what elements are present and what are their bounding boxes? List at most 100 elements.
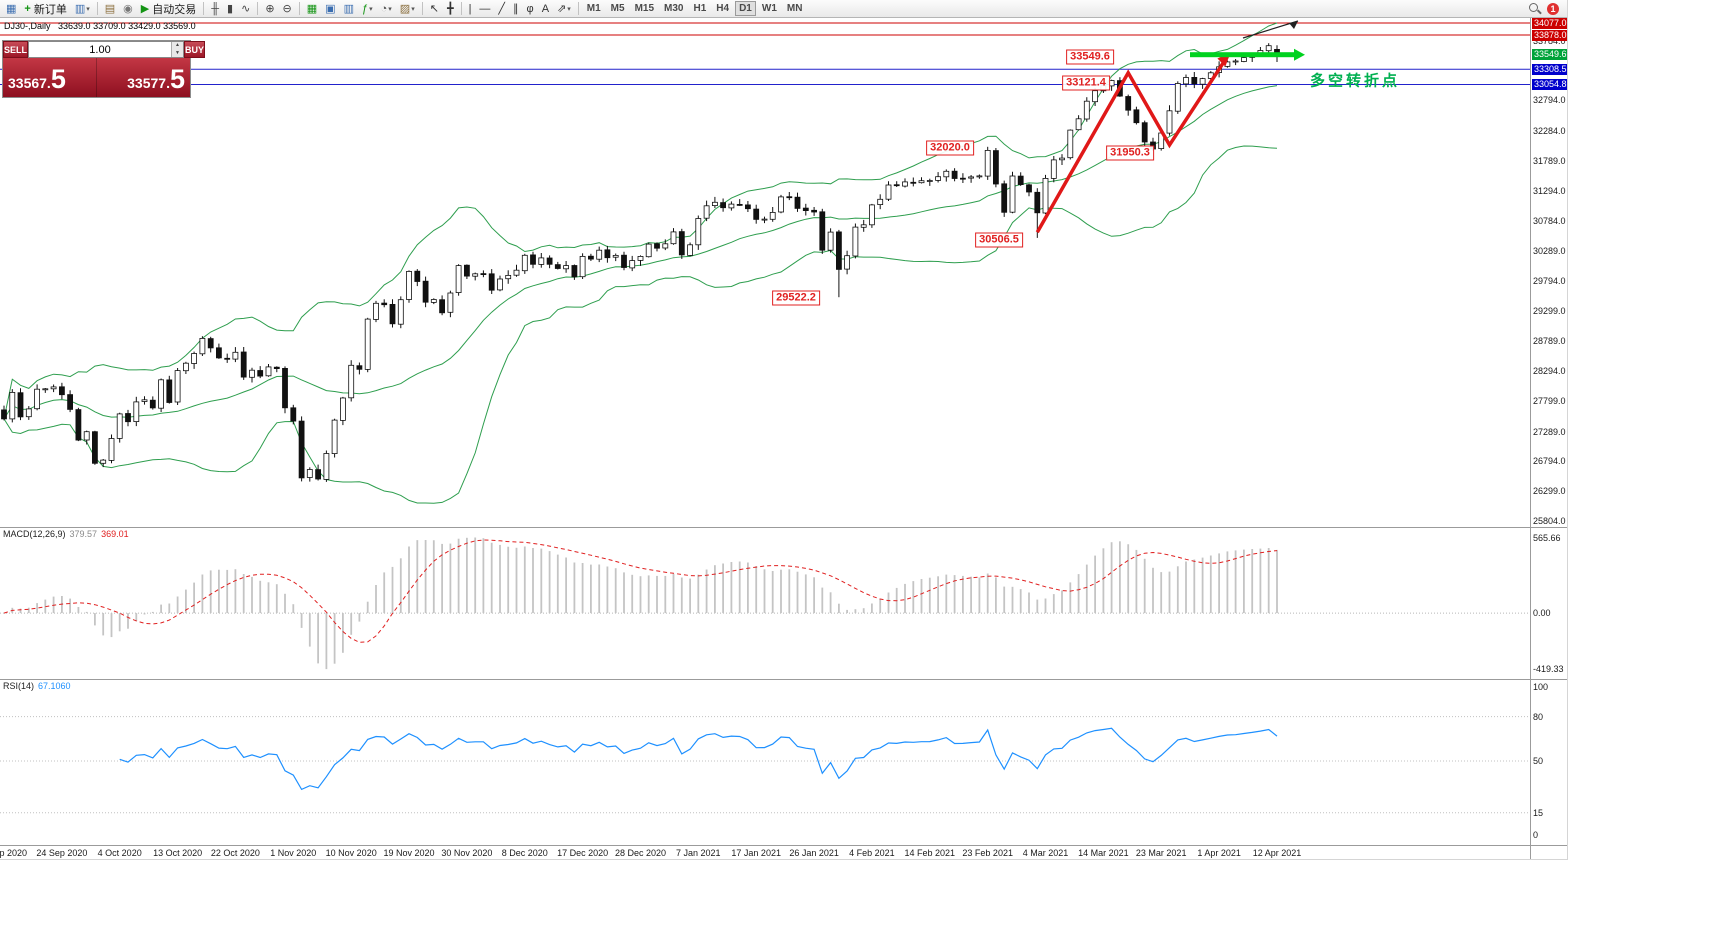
date-tick: 4 Oct 2020 <box>97 848 142 858</box>
chevron-down-icon: ▾ <box>567 5 571 13</box>
crosshair-icon[interactable]: ╋ <box>446 2 454 15</box>
rsi-scale-label: 50 <box>1533 756 1544 766</box>
rsi-scale-label: 0 <box>1533 830 1539 840</box>
auto-trading-button[interactable]: ▶ 自动交易 <box>140 2 197 16</box>
date-tick: 26 Jan 2021 <box>789 848 839 858</box>
date-tick: 23 Mar 2021 <box>1135 848 1187 858</box>
text-label-icon[interactable]: A <box>541 2 550 15</box>
date-tick: 14 Mar 2021 <box>1078 848 1129 858</box>
macd-axis[interactable]: 565.66 0.00 -419.33 <box>1532 527 1567 679</box>
arrange-windows-icon[interactable]: ▥ <box>343 2 354 15</box>
price-level-label: 33549.6 <box>1532 49 1567 61</box>
timeframe-m5[interactable]: M5 <box>610 3 625 14</box>
price-flag[interactable]: 33121.4 <box>1062 75 1110 91</box>
timeframe-d1[interactable]: D1 <box>735 1 756 16</box>
arrow-objects-icon[interactable]: ⇗ ▾ <box>557 2 571 15</box>
price-flag[interactable]: 32020.0 <box>926 140 974 156</box>
trendline-icon[interactable]: ╱ <box>498 2 506 15</box>
volume-spinner: ▲ ▼ <box>171 42 184 57</box>
macd-panel-canvas[interactable] <box>0 527 1530 679</box>
date-tick: 24 Sep 2020 <box>36 848 88 858</box>
price-tick: 31789.0 <box>1533 155 1566 166</box>
toolbar-separator <box>421 2 423 15</box>
chevron-down-icon: ▾ <box>411 5 415 13</box>
toolbar-separator <box>257 2 259 15</box>
one-click-prices: 33567. 5 33577. 5 <box>3 58 190 97</box>
chevron-down-icon: ▾ <box>86 5 90 13</box>
market-watch-icon[interactable]: ▤ <box>104 2 116 15</box>
price-tick: 33784.0 <box>1533 35 1566 46</box>
price-flag[interactable]: 30506.5 <box>975 232 1023 248</box>
candlestick-chart-icon[interactable]: ▮ <box>227 2 234 15</box>
macd-scale-label: 565.66 <box>1533 532 1561 543</box>
price-level-label: 33054.8 <box>1532 79 1567 90</box>
notification-badge[interactable]: 1 <box>1547 2 1559 15</box>
date-tick: 1 Nov 2020 <box>270 848 317 858</box>
volume-input[interactable] <box>29 42 172 57</box>
zoom-in-icon[interactable]: ⊕ <box>265 2 275 15</box>
date-axis[interactable]: 8 Sep 2020 24 Sep 2020 4 Oct 2020 13 Oct 20… <box>0 845 1530 859</box>
chart-area[interactable]: 33784.0 32794.0 32284.0 31789.0 31294.0 30784… <box>0 17 1567 859</box>
chart-note-text[interactable]: 多空转折点 <box>1309 72 1401 90</box>
buy-price[interactable]: 33577. 5 <box>96 58 190 97</box>
tile-windows-icon[interactable]: ▦ <box>306 2 318 15</box>
chart-windows-icon[interactable]: ▥ ▾ <box>74 2 90 15</box>
zoom-out-icon[interactable]: ⊖ <box>282 2 292 15</box>
volume-up-button[interactable]: ▲ <box>172 42 184 50</box>
timeframe-m1[interactable]: M1 <box>586 3 601 14</box>
macd-indicator-label: MACD(12,26,9) 379.57 369.01 <box>3 529 129 539</box>
price-flag[interactable]: 31950.3 <box>1106 145 1154 161</box>
sell-button[interactable]: SELL <box>3 41 29 58</box>
sell-price[interactable]: 33567. 5 <box>8 64 66 94</box>
chevron-down-icon: ▾ <box>369 5 373 13</box>
date-tick: 23 Feb 2021 <box>962 848 1013 858</box>
price-tick: 31294.0 <box>1533 185 1566 196</box>
date-tick: 14 Feb 2021 <box>904 848 956 858</box>
price-flag[interactable]: 29522.2 <box>772 290 820 306</box>
new-chart-icon[interactable]: ▦ <box>6 2 17 15</box>
price-tick: 26794.0 <box>1533 456 1566 467</box>
line-chart-icon[interactable]: ∿ <box>241 2 251 15</box>
date-tick: 8 Sep 2020 <box>0 848 28 858</box>
timeframe-m15[interactable]: M15 <box>634 3 655 14</box>
timeframe-w1[interactable]: W1 <box>761 3 777 14</box>
periods-icon[interactable]: ◔ ▾ <box>380 2 392 15</box>
price-chart-canvas[interactable] <box>0 18 1530 527</box>
timeframe-h1[interactable]: H1 <box>693 3 707 14</box>
pane-separator[interactable] <box>0 679 1567 680</box>
chart-ohlc-header: DJ30-,Daily 33639.0 33709.0 33429.0 3356… <box>4 21 201 31</box>
price-axis-border <box>1530 18 1531 859</box>
cursor-icon[interactable]: ↖ <box>429 2 439 15</box>
alerts-icon[interactable]: ◉ <box>123 2 133 15</box>
date-tick: 22 Oct 2020 <box>210 848 260 858</box>
templates-icon[interactable]: ▨ ▾ <box>399 2 415 15</box>
price-tick: 28294.0 <box>1533 366 1566 377</box>
date-tick: 8 Dec 2020 <box>501 848 548 858</box>
timeframe-m30[interactable]: M30 <box>664 3 684 14</box>
timeframe-mn[interactable]: MN <box>786 3 803 14</box>
price-tick: 29794.0 <box>1533 275 1566 286</box>
price-axis[interactable]: 33784.0 32794.0 32284.0 31789.0 31294.0 30784… <box>1532 17 1567 527</box>
channel-icon[interactable]: ∥ <box>513 2 519 15</box>
new-order-button[interactable]: + 新订单 <box>24 2 67 16</box>
price-flag[interactable]: 33549.6 <box>1066 49 1114 65</box>
indicators-icon[interactable]: ƒ ▾ <box>361 2 373 15</box>
horizontal-line-icon[interactable]: — <box>479 2 491 15</box>
cascade-windows-icon[interactable]: ▣ <box>325 2 336 15</box>
bar-chart-icon[interactable]: ╫ <box>211 2 220 15</box>
buy-button[interactable]: BUY <box>184 41 206 58</box>
rsi-axis[interactable]: 100 80 50 15 0 <box>1532 679 1567 845</box>
one-click-trading-panel: SELL ▲ ▼ BUY 33567.5 33577 <box>2 40 206 98</box>
rsi-panel-canvas[interactable] <box>0 679 1530 845</box>
fibonacci-icon[interactable]: φ <box>526 2 534 15</box>
toolbar-separator <box>298 2 300 15</box>
search-icon[interactable] <box>1529 2 1541 15</box>
volume-down-button[interactable]: ▼ <box>172 49 184 57</box>
date-tick: 13 Oct 2020 <box>153 848 203 858</box>
timeframe-h4[interactable]: H4 <box>716 3 730 14</box>
vertical-line-icon[interactable]: | <box>468 2 472 15</box>
price-tick: 32794.0 <box>1533 95 1566 106</box>
volume-input-wrap: ▲ ▼ <box>28 41 185 58</box>
pane-separator[interactable] <box>0 527 1567 528</box>
